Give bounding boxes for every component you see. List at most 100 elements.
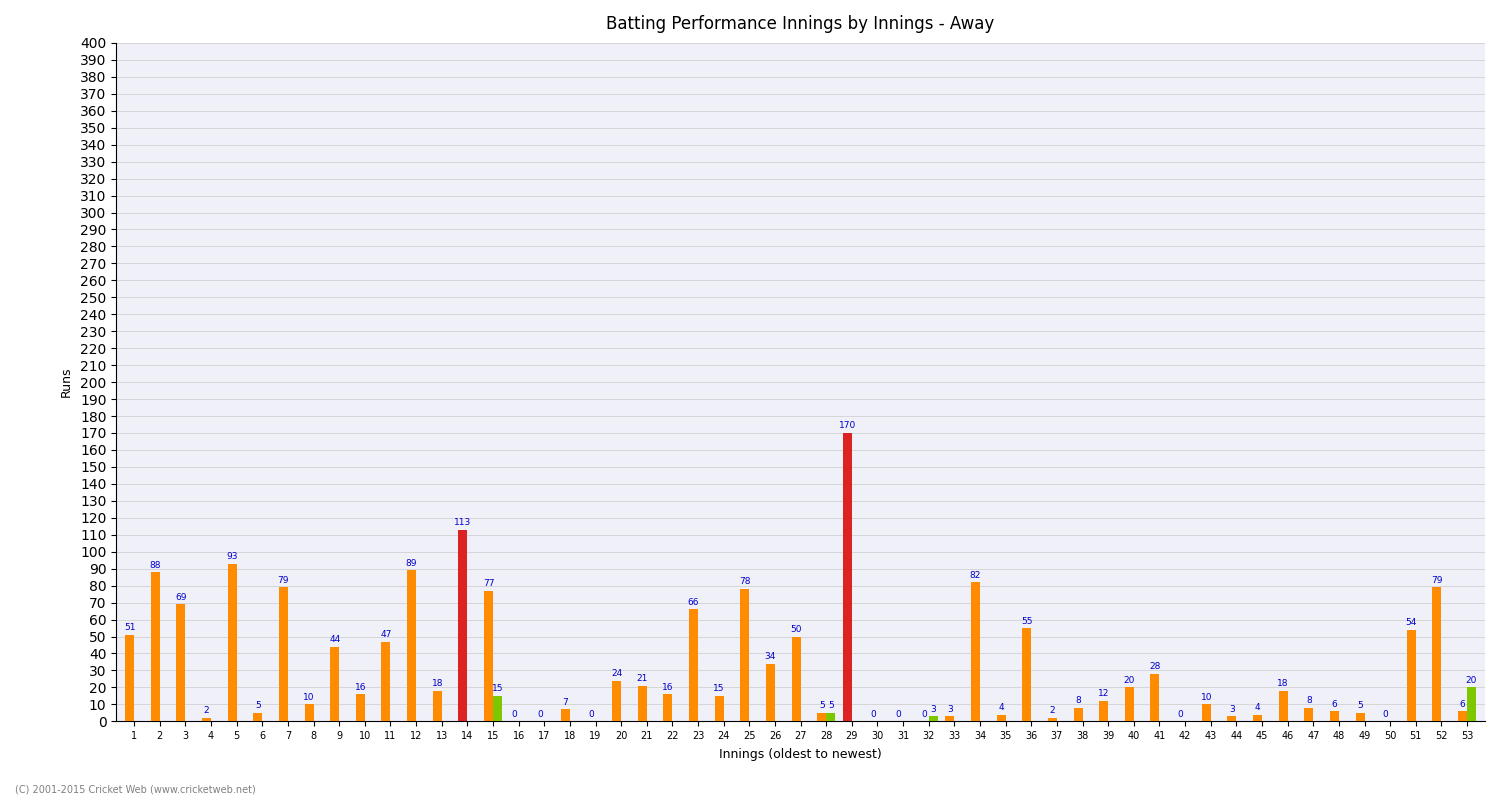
Title: Batting Performance Innings by Innings - Away: Batting Performance Innings by Innings -…	[606, 15, 994, 33]
Text: 15: 15	[492, 684, 502, 694]
Bar	[1467, 687, 1476, 722]
Text: 10: 10	[1200, 693, 1212, 702]
Bar	[766, 664, 776, 722]
Bar	[406, 570, 416, 722]
Text: 77: 77	[483, 579, 494, 588]
Bar	[356, 694, 364, 722]
Bar	[970, 582, 980, 722]
Bar	[330, 646, 339, 722]
Text: 0: 0	[588, 710, 594, 718]
Bar	[663, 694, 672, 722]
Bar	[1458, 711, 1467, 722]
Bar	[1074, 708, 1083, 722]
Text: 6: 6	[1332, 700, 1338, 709]
Text: 21: 21	[636, 674, 648, 683]
Bar	[254, 713, 262, 722]
Text: 50: 50	[790, 625, 802, 634]
Text: 0: 0	[870, 710, 876, 718]
Text: 28: 28	[1149, 662, 1161, 671]
Bar	[152, 572, 159, 722]
Text: 16: 16	[662, 682, 674, 692]
Bar	[1305, 708, 1314, 722]
Text: 7: 7	[562, 698, 568, 707]
Bar	[818, 713, 827, 722]
Bar	[432, 691, 441, 722]
Text: 0: 0	[921, 710, 927, 718]
Text: 3: 3	[1228, 705, 1234, 714]
Bar	[1100, 701, 1108, 722]
Bar	[561, 710, 570, 722]
Text: 0: 0	[1178, 710, 1184, 718]
Text: 12: 12	[1098, 690, 1110, 698]
Text: 8: 8	[1076, 696, 1082, 706]
Text: 3: 3	[930, 705, 936, 714]
Text: 88: 88	[150, 561, 160, 570]
Text: 0: 0	[512, 710, 518, 718]
Bar	[1432, 587, 1442, 722]
Bar	[279, 587, 288, 722]
Text: 18: 18	[1278, 679, 1288, 688]
Bar	[1202, 704, 1210, 722]
Bar	[1252, 714, 1262, 722]
Text: 82: 82	[970, 570, 981, 580]
Bar	[494, 696, 502, 722]
Text: 2: 2	[204, 706, 210, 715]
Text: 78: 78	[740, 578, 750, 586]
X-axis label: Innings (oldest to newest): Innings (oldest to newest)	[718, 748, 882, 761]
Y-axis label: Runs: Runs	[60, 367, 74, 398]
Text: 55: 55	[1022, 617, 1032, 626]
Bar	[484, 590, 494, 722]
Bar	[124, 635, 134, 722]
Bar	[304, 704, 313, 722]
Bar	[945, 716, 954, 722]
Bar	[638, 686, 646, 722]
Bar	[843, 433, 852, 722]
Bar	[1407, 630, 1416, 722]
Text: 15: 15	[714, 684, 724, 694]
Bar	[1330, 711, 1340, 722]
Bar	[688, 610, 698, 722]
Bar	[1227, 716, 1236, 722]
Bar	[1048, 718, 1058, 722]
Text: 0: 0	[896, 710, 902, 718]
Bar	[381, 642, 390, 722]
Text: 34: 34	[765, 652, 776, 661]
Bar	[1278, 691, 1287, 722]
Text: 113: 113	[454, 518, 471, 527]
Text: 69: 69	[176, 593, 186, 602]
Bar	[714, 696, 723, 722]
Text: 47: 47	[381, 630, 392, 639]
Bar	[996, 714, 1005, 722]
Text: 24: 24	[610, 669, 622, 678]
Text: 0: 0	[1383, 710, 1389, 718]
Bar	[459, 530, 468, 722]
Text: 51: 51	[124, 623, 135, 632]
Bar	[228, 563, 237, 722]
Text: 89: 89	[406, 559, 417, 568]
Text: 10: 10	[303, 693, 315, 702]
Bar	[792, 637, 801, 722]
Text: 5: 5	[255, 702, 261, 710]
Bar	[928, 716, 938, 722]
Bar	[827, 713, 836, 722]
Text: 66: 66	[688, 598, 699, 607]
Text: 170: 170	[839, 422, 856, 430]
Text: 20: 20	[1466, 676, 1478, 685]
Text: 20: 20	[1124, 676, 1136, 685]
Bar	[1023, 628, 1032, 722]
Text: 5: 5	[819, 702, 825, 710]
Text: 5: 5	[828, 702, 834, 710]
Text: 3: 3	[946, 705, 952, 714]
Text: 18: 18	[432, 679, 442, 688]
Text: 5: 5	[1358, 702, 1364, 710]
Text: 79: 79	[1431, 576, 1443, 585]
Bar	[1356, 713, 1365, 722]
Bar	[1150, 674, 1160, 722]
Text: 4: 4	[1254, 703, 1260, 712]
Text: 8: 8	[1306, 696, 1311, 706]
Bar	[177, 604, 186, 722]
Text: 6: 6	[1460, 700, 1466, 709]
Text: 4: 4	[999, 703, 1004, 712]
Text: 16: 16	[354, 682, 366, 692]
Text: 2: 2	[1050, 706, 1054, 715]
